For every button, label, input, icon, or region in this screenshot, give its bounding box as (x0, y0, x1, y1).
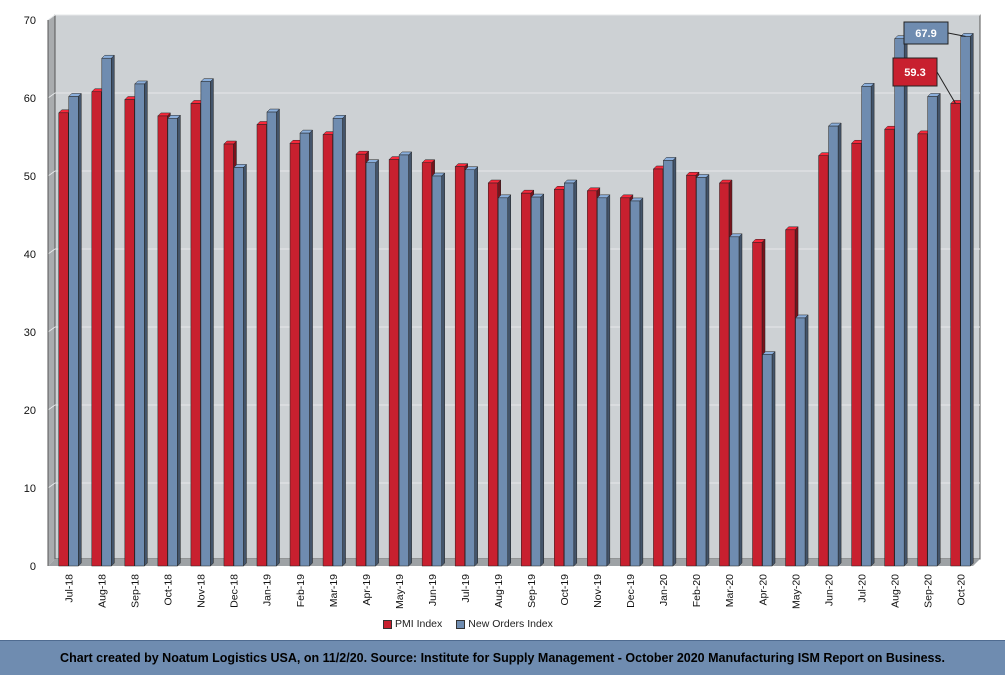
bar-new-orders (761, 351, 776, 567)
gridline-side (47, 404, 56, 411)
x-tick-label: Jun-19 (427, 574, 439, 606)
y-tick-label: 20 (24, 405, 36, 417)
callout-label: 67.9 (915, 28, 936, 40)
x-tick-label: Apr-19 (361, 574, 373, 606)
bar-new-orders (695, 173, 710, 567)
x-tick-label: Sep-20 (922, 574, 934, 608)
bar-new-orders (894, 35, 908, 567)
bar-new-orders (134, 80, 148, 567)
legend-item-pmi: PMI Index (383, 618, 442, 630)
y-tick-label: 40 (24, 249, 36, 261)
x-tick-label: Mar-19 (328, 574, 340, 607)
source-footer: Chart created by Noatum Logistics USA, o… (0, 640, 1005, 675)
bar-new-orders (200, 78, 215, 567)
annotations: 67.9 59.3 (892, 21, 966, 104)
x-tick-label: Nov-19 (592, 574, 604, 608)
x-tick-label: Sep-18 (130, 574, 142, 608)
x-tick-label: Feb-19 (295, 574, 307, 607)
bar-new-orders (398, 151, 413, 567)
x-tick-label: Oct-19 (559, 574, 571, 606)
gridline-side (47, 326, 56, 333)
x-tick-label: Sep-19 (526, 574, 538, 608)
bar-new-orders (497, 194, 512, 567)
bar-new-orders (464, 166, 479, 567)
legend-swatch-pmi (383, 619, 392, 629)
y-tick-label: 30 (24, 327, 36, 339)
x-tick-label: Jan-19 (262, 574, 274, 606)
bar-new-orders (167, 114, 181, 567)
x-tick-label: Jul-20 (856, 574, 868, 603)
x-tick-label: Oct-18 (163, 574, 175, 606)
x-tick-label: Aug-20 (889, 574, 901, 608)
bar-new-orders (861, 82, 875, 567)
x-tick-label: Jan-20 (658, 574, 670, 606)
bar-new-orders (794, 314, 809, 567)
bar-chart: 0 10 20 30 40 50 60 70 Jul-18 Aug-18 Sep-18 Oct-18… (24, 14, 981, 609)
legend: PMI Index New Orders Index (383, 618, 553, 630)
x-tick-label: Oct-20 (955, 574, 967, 606)
bar-new-orders (299, 129, 314, 567)
x-tick-label: Apr-20 (757, 574, 769, 606)
x-axis: Jul-18 Aug-18 Sep-18 Oct-18 Nov-18 Dec-18 Jan-… (64, 574, 968, 609)
x-tick-label: Feb-20 (691, 574, 703, 607)
x-tick-label: Dec-19 (625, 574, 637, 608)
bar-new-orders (662, 156, 677, 567)
bar-new-orders (365, 159, 380, 567)
bar-new-orders (68, 92, 82, 567)
y-tick-label: 70 (24, 15, 36, 27)
bar-new-orders (332, 114, 347, 567)
bars (58, 32, 974, 567)
bar-new-orders (728, 233, 743, 567)
bar-new-orders (431, 172, 446, 567)
gridline-side (47, 482, 56, 489)
legend-swatch-new-orders (456, 619, 466, 629)
callout-label: 59.3 (904, 67, 925, 79)
x-tick-label: Aug-19 (493, 574, 505, 608)
gridline-side (47, 92, 56, 99)
y-tick-label: 60 (24, 93, 36, 105)
x-tick-label: Aug-18 (97, 574, 109, 608)
x-tick-label: May-19 (394, 574, 406, 609)
gridline-side (47, 14, 56, 21)
x-tick-label: Jul-18 (64, 574, 76, 603)
x-tick-label: May-20 (790, 574, 802, 609)
bar-new-orders (927, 92, 941, 567)
bar-new-orders (827, 122, 842, 567)
plot-floor (48, 559, 980, 566)
y-axis: 0 10 20 30 40 50 60 70 (24, 15, 49, 573)
gridline-side (47, 170, 56, 177)
plot-side-wall (48, 15, 55, 566)
y-tick-label: 0 (30, 561, 36, 573)
x-tick-label: Mar-20 (724, 574, 736, 607)
bar-new-orders (101, 54, 115, 567)
legend-item-new-orders: New Orders Index (456, 618, 553, 630)
bar-new-orders (596, 194, 611, 567)
bar-new-orders (266, 108, 281, 567)
x-tick-label: Dec-18 (229, 574, 241, 608)
bar-new-orders (563, 179, 578, 567)
x-tick-label: Jun-20 (823, 574, 835, 606)
callout-pmi: 59.3 (892, 57, 956, 104)
bar-new-orders (629, 197, 644, 567)
gridline-side (47, 248, 56, 255)
bar-new-orders (233, 163, 248, 567)
bar-new-orders (960, 32, 974, 567)
x-tick-label: Jul-19 (460, 574, 472, 603)
legend-label-new-orders: New Orders Index (468, 618, 553, 630)
y-tick-label: 10 (24, 483, 36, 495)
legend-label-pmi: PMI Index (395, 618, 443, 630)
bar-new-orders (530, 193, 545, 567)
x-tick-label: Nov-18 (196, 574, 208, 608)
callout-new-orders: 67.9 (903, 21, 966, 45)
y-tick-label: 50 (24, 171, 36, 183)
footer-text: Chart created by Noatum Logistics USA, o… (60, 651, 945, 665)
